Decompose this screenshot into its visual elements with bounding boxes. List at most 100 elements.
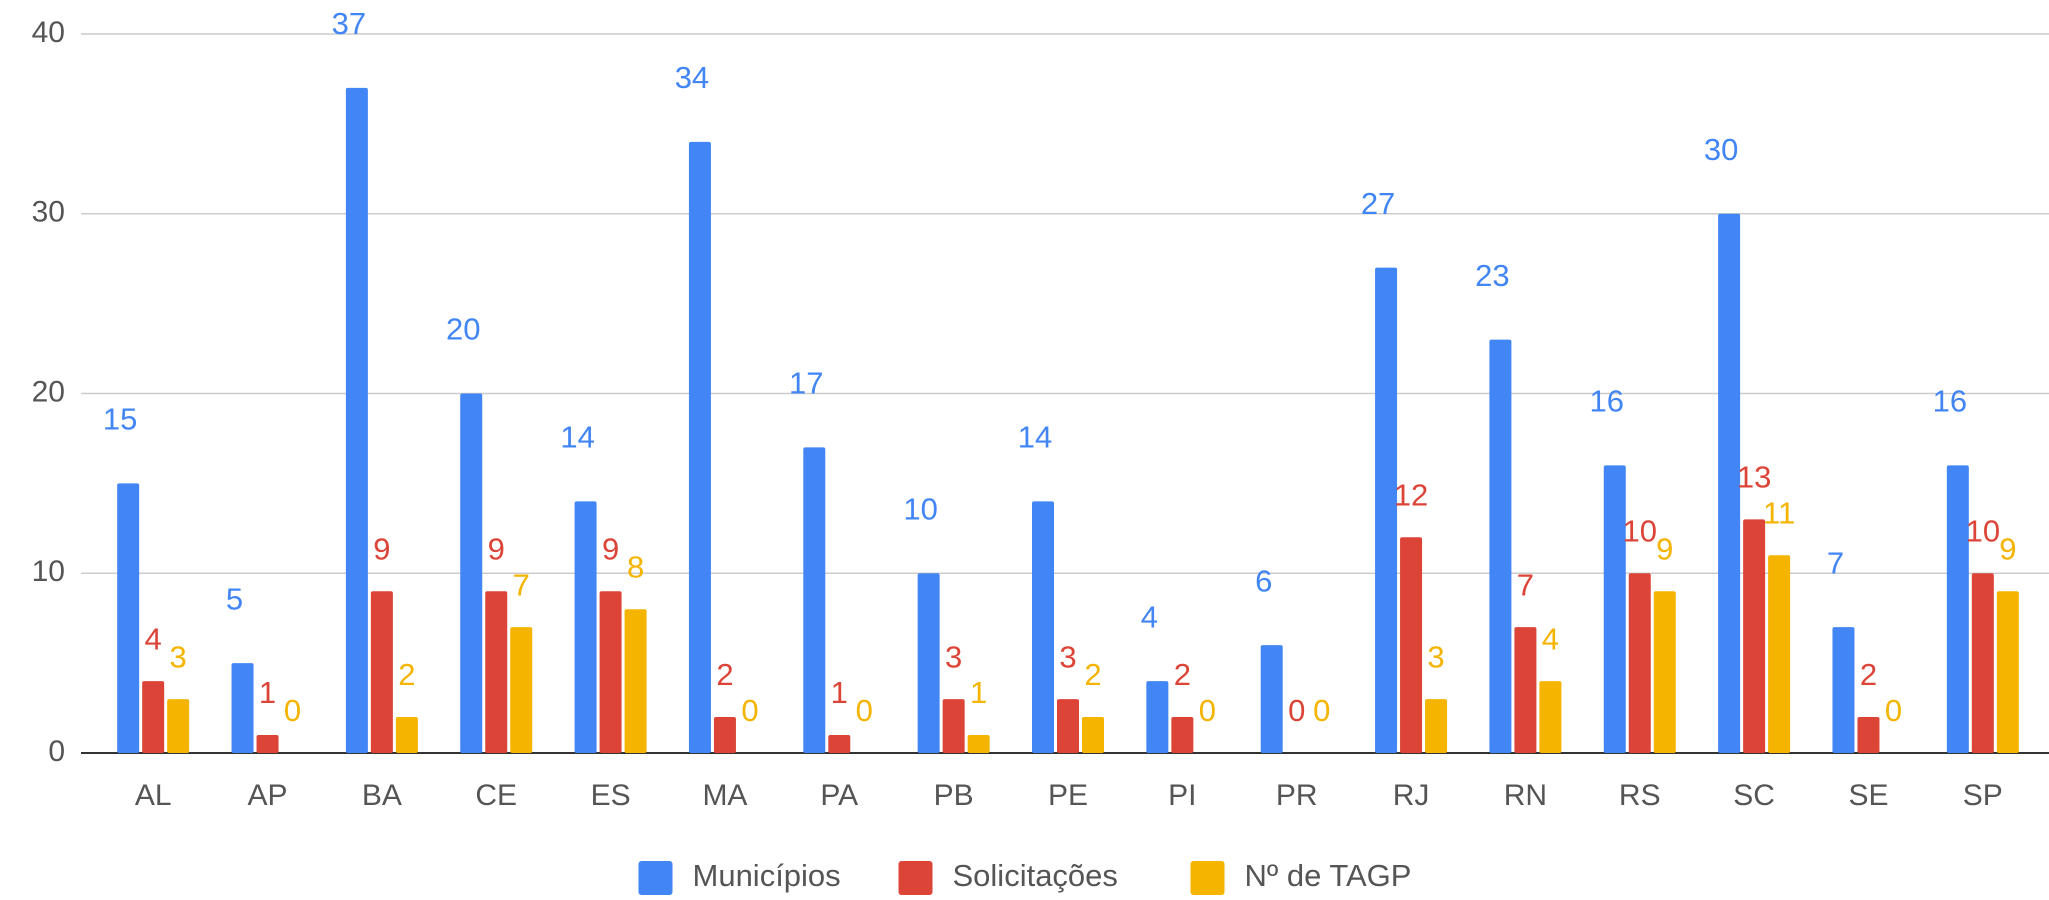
data-label: 5	[226, 581, 243, 616]
x-tick-label: SP	[1963, 779, 2003, 812]
x-tick-label: PB	[934, 779, 974, 812]
data-label: 4	[1141, 599, 1158, 634]
data-label: 9	[602, 531, 619, 566]
data-label: 2	[1174, 657, 1191, 692]
bar	[1539, 681, 1562, 753]
data-label: 16	[1933, 384, 1967, 419]
bar	[1171, 717, 1194, 753]
bar	[1057, 699, 1079, 753]
data-label: 8	[627, 549, 644, 584]
bar	[574, 501, 597, 753]
data-label: 3	[945, 639, 962, 674]
y-tick-label: 10	[32, 555, 65, 588]
data-label: 14	[1018, 420, 1052, 455]
y-tick-label: 0	[48, 735, 65, 768]
data-label: 14	[560, 420, 594, 455]
data-label: 0	[1288, 693, 1305, 728]
data-label: 11	[1763, 495, 1795, 530]
bar	[1514, 627, 1537, 753]
legend-label: Nº de TAGP	[1245, 858, 1412, 893]
bar	[1260, 645, 1283, 753]
bar	[256, 735, 279, 753]
bar	[1653, 591, 1676, 753]
legend-label: Solicitações	[953, 858, 1118, 893]
data-label: 0	[1313, 693, 1330, 728]
x-tick-label: MA	[702, 779, 747, 812]
data-label: 7	[1827, 545, 1844, 580]
bar	[231, 663, 254, 753]
bar	[1857, 717, 1880, 753]
bar	[1400, 537, 1423, 753]
data-label: 1	[970, 675, 987, 710]
x-tick-label: PR	[1276, 779, 1318, 812]
bar	[345, 87, 368, 754]
x-tick-label: PE	[1048, 779, 1088, 812]
bar	[713, 717, 736, 753]
x-tick-label: RJ	[1393, 779, 1430, 812]
data-label: 6	[1255, 563, 1272, 598]
bar	[917, 573, 940, 753]
data-label: 13	[1737, 460, 1771, 495]
bar	[1425, 699, 1448, 753]
x-tick-label: PA	[820, 779, 858, 812]
data-label: 4	[145, 621, 162, 656]
data-label: 2	[716, 657, 733, 692]
x-tick-label: RN	[1504, 779, 1547, 812]
data-label: 37	[332, 6, 366, 41]
data-label: 16	[1590, 384, 1624, 419]
bar	[485, 591, 508, 753]
bar	[967, 735, 990, 753]
x-tick-label: AP	[248, 779, 288, 812]
data-label: 34	[675, 60, 709, 95]
data-label: 27	[1361, 186, 1395, 221]
bar	[624, 609, 647, 753]
bar	[688, 141, 711, 754]
data-label: 4	[1542, 621, 1559, 656]
data-label: 9	[488, 531, 505, 566]
x-tick-label: PI	[1168, 779, 1196, 812]
bar	[1375, 267, 1398, 753]
y-tick-label: 30	[32, 196, 65, 229]
x-tick-label: SC	[1733, 779, 1775, 812]
data-label: 10	[1623, 513, 1657, 548]
data-label: 9	[1999, 531, 2016, 566]
x-tick-label: BA	[362, 779, 402, 812]
bar	[1971, 573, 1994, 753]
bar	[1146, 681, 1169, 753]
legend-swatch	[638, 861, 673, 895]
bar	[1718, 213, 1741, 753]
data-label: 0	[1199, 693, 1216, 728]
data-label: 2	[1084, 657, 1101, 692]
data-label: 17	[789, 366, 823, 401]
data-label: 23	[1475, 258, 1509, 293]
x-tick-label: ES	[591, 779, 631, 812]
legend-swatch	[898, 861, 933, 895]
data-label: 2	[1860, 657, 1877, 692]
bar	[1628, 573, 1651, 753]
bar	[599, 591, 622, 753]
legend-swatch	[1190, 861, 1225, 895]
data-label: 12	[1394, 477, 1428, 512]
x-tick-label: SE	[1848, 779, 1888, 812]
x-tick-label: CE	[475, 779, 517, 812]
bar	[395, 717, 418, 753]
bar	[803, 447, 826, 753]
bar	[1768, 555, 1791, 753]
x-tick-label: AL	[135, 779, 172, 812]
bar	[1032, 501, 1054, 753]
data-label: 1	[831, 675, 848, 710]
x-tick-label: RS	[1619, 779, 1661, 812]
data-label: 20	[446, 312, 480, 347]
data-label: 1	[259, 675, 276, 710]
bar	[1743, 519, 1766, 753]
bar	[942, 699, 965, 753]
data-label: 7	[1517, 567, 1534, 602]
bar	[1832, 627, 1855, 753]
data-label: 7	[513, 567, 530, 602]
bar	[828, 735, 851, 753]
y-tick-label: 40	[32, 16, 65, 49]
y-tick-label: 20	[32, 375, 65, 408]
data-label: 3	[1059, 639, 1076, 674]
bar	[460, 393, 483, 753]
